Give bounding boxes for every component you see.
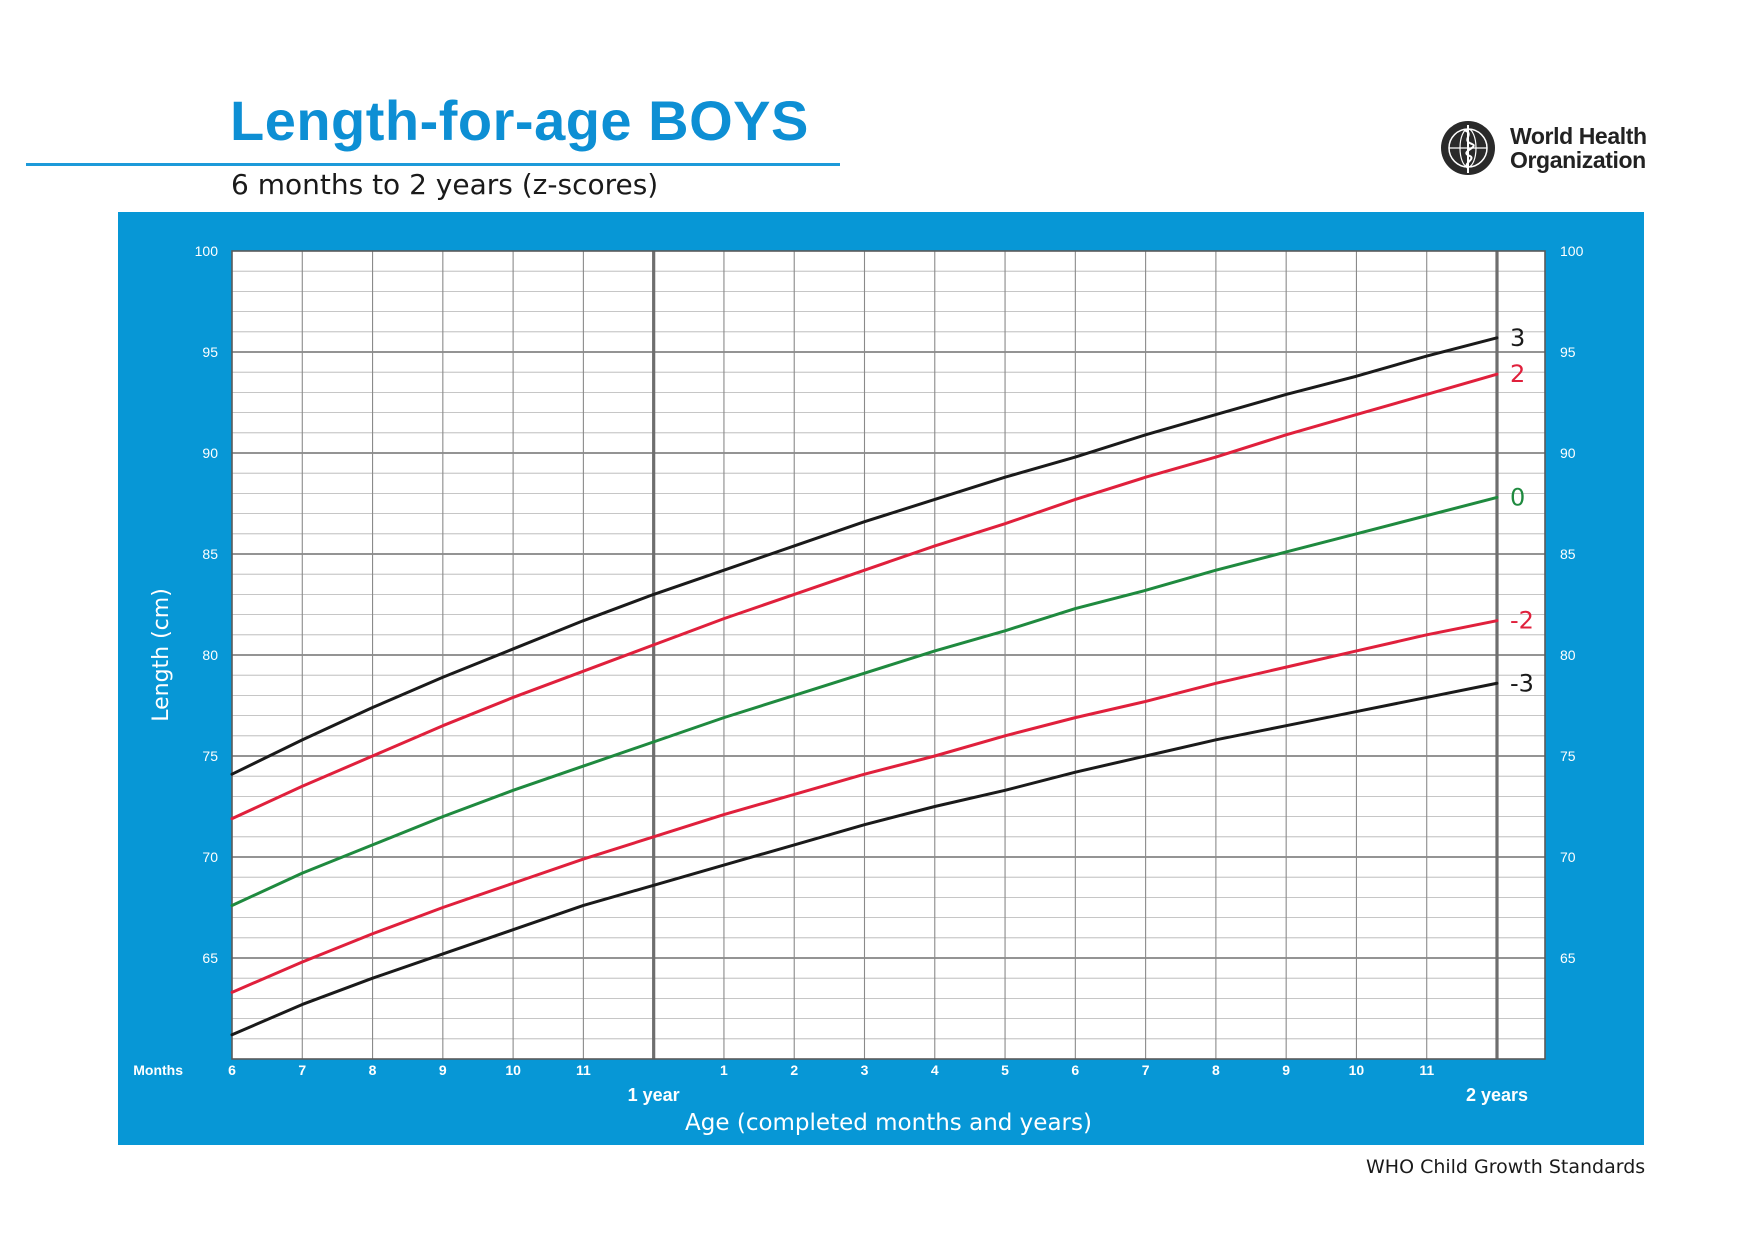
y-tick-label-right: 70 bbox=[1560, 849, 1576, 865]
x-tick-label: 10 bbox=[1349, 1062, 1365, 1078]
x-tick-label: 6 bbox=[228, 1062, 236, 1078]
x-tick-label: 11 bbox=[576, 1062, 591, 1078]
x-axis-label: Age (completed months and years) bbox=[685, 1110, 1092, 1136]
y-tick-label-left: 70 bbox=[202, 849, 218, 865]
zscore-line bbox=[230, 619, 1499, 994]
zscore-line bbox=[230, 495, 1499, 907]
x-tick-label: 3 bbox=[861, 1062, 869, 1078]
chart-title: Length-for-age BOYS bbox=[230, 89, 809, 152]
year-marker-label: 2 years bbox=[1466, 1085, 1528, 1105]
organization-name: World Health Organization bbox=[1510, 124, 1647, 172]
zscore-label: 0 bbox=[1510, 483, 1525, 511]
y-tick-label-left: 95 bbox=[202, 344, 218, 360]
year-marker-label: 1 year bbox=[628, 1085, 680, 1105]
x-tick-label: 7 bbox=[298, 1062, 306, 1078]
zscore-line bbox=[230, 681, 1499, 1037]
x-tick-label: 6 bbox=[1071, 1062, 1079, 1078]
title-underline bbox=[26, 163, 840, 166]
who-emblem-icon bbox=[1441, 121, 1495, 175]
organization-name-line1: World Health bbox=[1510, 123, 1647, 149]
y-tick-label-right: 75 bbox=[1560, 748, 1576, 764]
zscore-label: -2 bbox=[1510, 607, 1534, 635]
x-tick-label: 2 bbox=[790, 1062, 798, 1078]
y-tick-label-left: 100 bbox=[195, 243, 219, 259]
y-tick-label-right: 65 bbox=[1560, 950, 1576, 966]
organization-name-line2: Organization bbox=[1510, 147, 1646, 173]
x-tick-label: 4 bbox=[931, 1062, 939, 1078]
x-tick-label: 8 bbox=[369, 1062, 377, 1078]
y-tick-label-left: 90 bbox=[202, 445, 218, 461]
y-tick-label-right: 90 bbox=[1560, 445, 1576, 461]
y-tick-label-right: 80 bbox=[1560, 647, 1576, 663]
months-label: Months bbox=[133, 1062, 183, 1078]
x-tick-label: 5 bbox=[1001, 1062, 1009, 1078]
y-tick-label-left: 85 bbox=[202, 546, 218, 562]
x-tick-label: 9 bbox=[439, 1062, 447, 1078]
zscore-label: 2 bbox=[1510, 360, 1525, 388]
x-tick-label: 9 bbox=[1282, 1062, 1290, 1078]
zscore-label: 3 bbox=[1510, 324, 1525, 352]
y-axis-label: Length (cm) bbox=[149, 588, 174, 722]
x-tick-label: 1 bbox=[720, 1062, 728, 1078]
zscore-line bbox=[230, 372, 1499, 821]
x-tick-label: 7 bbox=[1142, 1062, 1150, 1078]
y-tick-label-left: 80 bbox=[202, 647, 218, 663]
x-tick-label: 8 bbox=[1212, 1062, 1220, 1078]
zscore-line bbox=[230, 336, 1499, 776]
footer-source: WHO Child Growth Standards bbox=[1366, 1156, 1646, 1178]
y-tick-label-right: 100 bbox=[1560, 243, 1584, 259]
plot-border bbox=[231, 250, 1546, 1060]
y-tick-label-left: 65 bbox=[202, 950, 218, 966]
y-tick-label-right: 95 bbox=[1560, 344, 1576, 360]
y-tick-label-left: 75 bbox=[202, 748, 218, 764]
y-tick-label-right: 85 bbox=[1560, 546, 1576, 562]
x-tick-label: 10 bbox=[505, 1062, 521, 1078]
x-tick-label: 11 bbox=[1419, 1062, 1434, 1078]
zscore-label: -3 bbox=[1510, 669, 1534, 697]
chart-subtitle: 6 months to 2 years (z-scores) bbox=[231, 168, 659, 201]
